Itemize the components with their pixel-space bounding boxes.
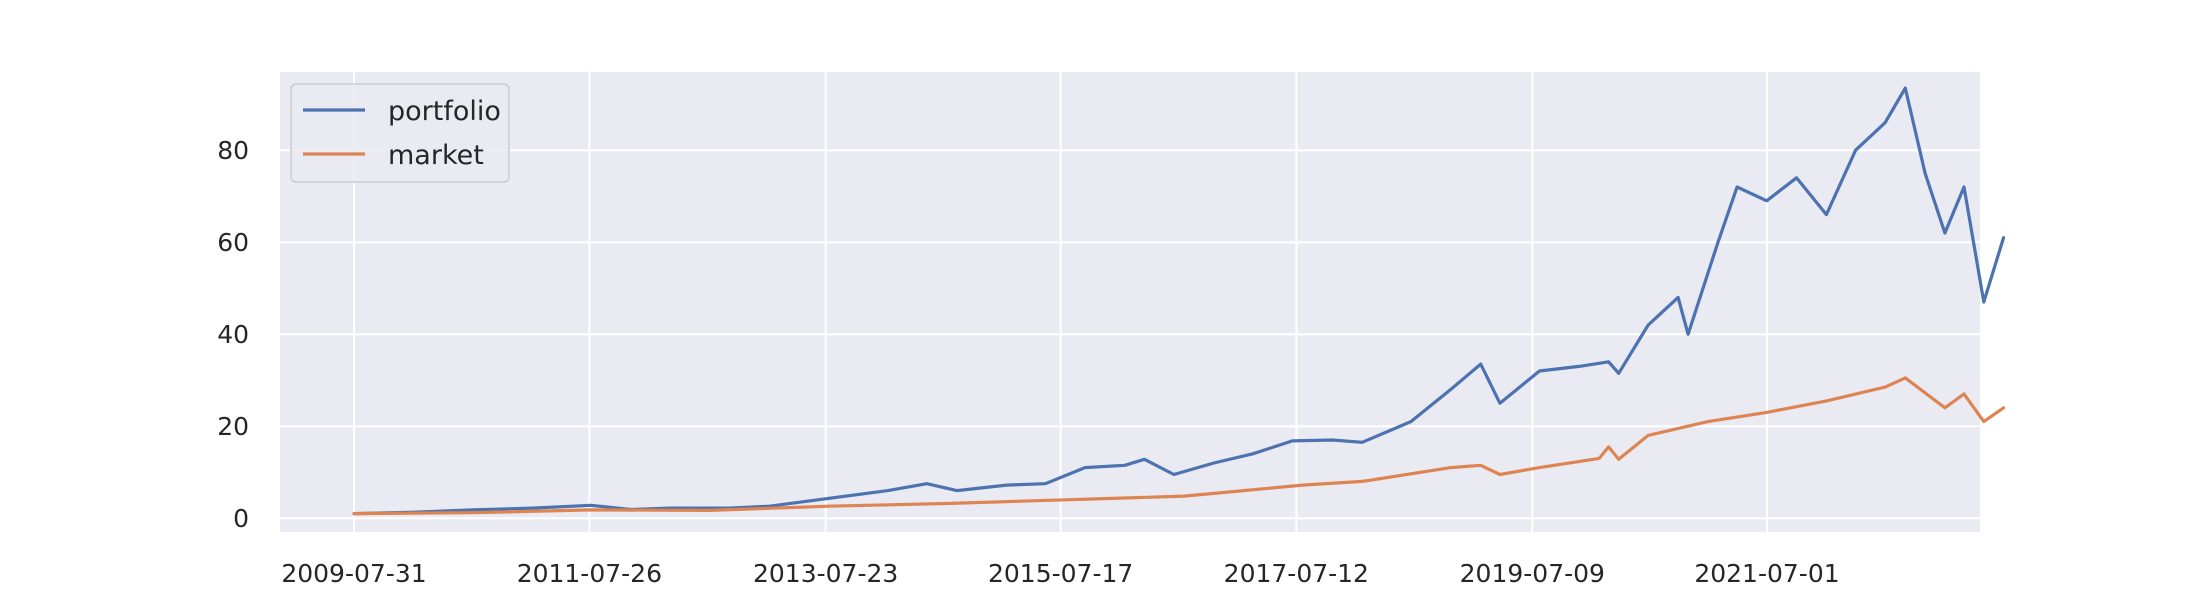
x-tick-label: 2009-07-31: [281, 559, 426, 588]
x-tick-label: 2017-07-12: [1224, 559, 1369, 588]
y-tick-label: 40: [217, 320, 249, 349]
y-tick-label: 20: [217, 412, 249, 441]
plot-area: [280, 72, 1980, 532]
y-tick-label: 80: [217, 136, 249, 165]
x-tick-label: 2011-07-26: [517, 559, 662, 588]
y-tick-label: 60: [217, 228, 249, 257]
x-tick-label: 2013-07-23: [753, 559, 898, 588]
x-tick-label: 2015-07-17: [988, 559, 1133, 588]
legend-label: market: [388, 140, 484, 171]
series-line-portfolio: [352, 86, 2006, 516]
y-tick-label: 0: [233, 504, 249, 533]
series-line-market: [352, 376, 2006, 516]
y-axis-ticks: 0 20 40 60 80: [217, 136, 249, 533]
legend: portfolio market: [290, 83, 510, 183]
legend-label: portfolio: [388, 96, 501, 127]
grid-lines: [280, 72, 1980, 532]
series-layer: [352, 86, 2006, 516]
x-tick-label: 2021-07-01: [1694, 559, 1839, 588]
x-axis-ticks: 2009-07-31 2011-07-26 2013-07-23 2015-07-17…: [281, 559, 1839, 588]
x-tick-label: 2019-07-09: [1460, 559, 1605, 588]
